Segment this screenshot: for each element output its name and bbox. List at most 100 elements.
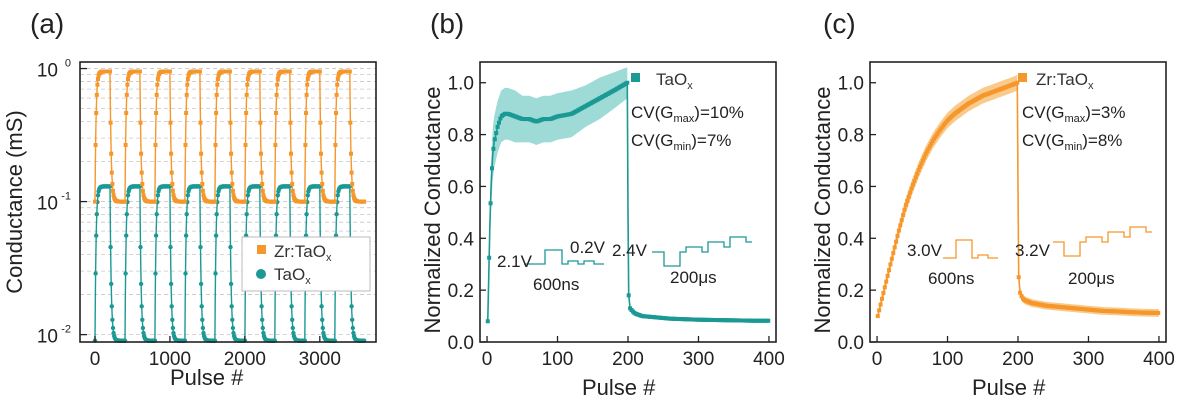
legend-entry-zr: Zr:TaOx [274,242,332,264]
data-point [289,304,294,309]
data-point [153,143,158,147]
data-point [289,151,293,156]
data-point [1018,290,1023,295]
data-point [154,92,159,97]
cv-max-annotation: CV(Gmax)=10% [631,103,744,125]
data-point [894,239,899,244]
y-tick-label: 0.6 [448,177,474,198]
panel-a-series [92,69,367,343]
data-point [124,92,129,97]
data-point [198,120,203,125]
data-point [168,120,173,125]
pulse-waveform-set [943,239,998,259]
data-point [93,199,97,204]
x-tick-label: 0 [90,349,101,370]
data-point [184,92,189,97]
data-point [362,199,367,204]
data-point [933,134,938,139]
legend-square-marker [631,73,640,82]
panel-c: (c) 0 100 200 300 400 0.0 0.2 0.4 0.6 0.8 1.0 Puls… [810,8,1175,400]
data-point [184,212,189,217]
data-point [908,190,913,195]
data-point [123,143,128,147]
data-point [215,82,220,87]
data-point [320,182,325,186]
data-point [170,325,176,331]
data-point [198,244,203,250]
data-point [488,201,493,206]
data-point [901,212,906,217]
data-point [93,143,98,147]
data-point [93,271,98,276]
data-point [1156,310,1161,315]
data-point [351,193,356,198]
data-point [261,193,266,198]
x-tick-label: 3000 [299,349,341,370]
panel-b-label: (b) [430,8,464,39]
panel-c-xlabel: Pulse # [972,375,1046,400]
data-point [350,188,355,193]
panel-b-ylabel: Normalized Conductance [420,86,445,333]
pulse1-width: 600ns [928,269,974,288]
data-point [288,120,293,125]
data-point [485,319,490,324]
data-point [766,318,771,323]
data-point [168,281,174,287]
data-point [925,149,930,154]
x-tick-label: 200 [1002,349,1034,370]
data-point [199,151,204,156]
x-tick-label: 400 [1143,349,1175,370]
data-point [154,111,159,115]
data-point [881,291,886,296]
data-point [487,255,492,260]
data-point [334,92,339,97]
data-point [347,69,352,74]
data-point [214,111,219,115]
data-point [927,144,932,149]
data-point [108,69,112,74]
legend-square-marker [257,245,266,254]
data-point [155,193,161,198]
data-point [228,120,233,125]
data-point [200,182,205,186]
data-point [109,170,114,175]
data-point [185,82,190,87]
data-point [321,193,326,198]
y-tick-exponent: -2 [61,324,71,336]
data-point [108,120,113,125]
data-point [153,271,158,276]
data-point [229,170,234,175]
error-band [487,67,769,324]
data-point [182,199,187,204]
panel-b-xlabel: Pulse # [582,375,656,400]
data-point [108,244,113,250]
data-point [320,188,325,193]
data-point [319,151,323,156]
pulse2-width: 200μs [670,268,717,287]
data-point [1019,294,1024,299]
data-point [916,168,921,173]
data-point [918,164,923,169]
data-point [290,317,295,322]
data-point [892,245,897,250]
y-tick-label: 0.8 [448,126,474,147]
data-point [350,182,355,186]
data-point [229,304,234,309]
pulse1-voltage-low: 0.2V [570,238,606,257]
data-point [290,182,295,186]
data-point [879,296,884,301]
cv-min-annotation: CV(Gmin)=7% [631,131,731,153]
data-point [260,188,265,193]
y-tick-exponent: -1 [61,191,71,203]
data-point [348,120,353,125]
data-point [214,92,219,97]
data-point [168,244,173,250]
pulse2-voltage: 3.2V [1015,241,1051,260]
y-tick-label: 0.2 [838,281,864,302]
data-point [625,80,630,85]
data-point [228,244,233,250]
data-point [334,111,338,115]
data-point [349,151,353,156]
pulse-waveform-set [524,249,604,265]
pulse2-voltage: 2.4V [612,241,648,260]
